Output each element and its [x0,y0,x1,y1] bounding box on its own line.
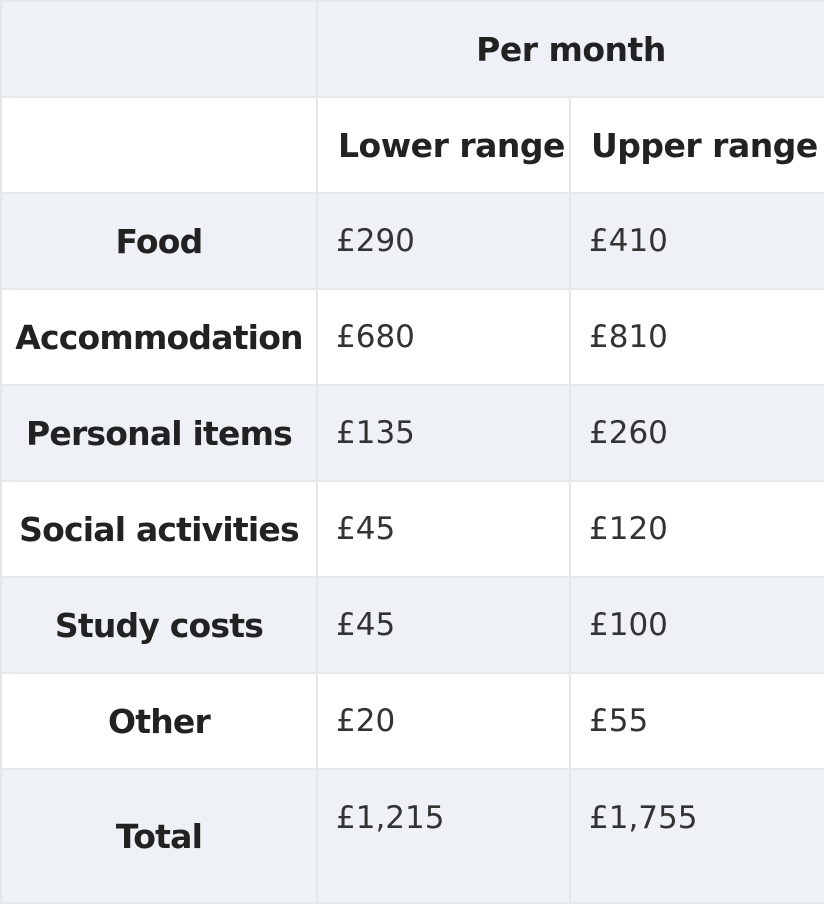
upper-range-value: £55 [569,672,824,770]
total-row: Total £1,215 £1,755 [0,768,824,904]
lower-range-value: £45 [316,576,571,674]
upper-range-value: £810 [569,288,824,386]
lower-range-value: £135 [316,384,571,482]
row-label: Social activities [0,480,318,578]
lower-range-value: £45 [316,480,571,578]
table-row: Food £290 £410 [0,192,824,290]
table-row: Social activities £45 £120 [0,480,824,578]
table-row: Study costs £45 £100 [0,576,824,674]
upper-range-header: Upper range [569,96,824,194]
total-label: Total [0,768,318,904]
upper-range-value: £410 [569,192,824,290]
group-header-row: Per month [0,0,824,98]
lower-range-value: £290 [316,192,571,290]
row-label: Study costs [0,576,318,674]
row-label: Other [0,672,318,770]
lower-range-header: Lower range [316,96,571,194]
lower-range-value: £20 [316,672,571,770]
table-row: Accommodation £680 £810 [0,288,824,386]
row-label: Personal items [0,384,318,482]
table-row: Personal items £135 £260 [0,384,824,482]
upper-range-value: £260 [569,384,824,482]
row-label: Food [0,192,318,290]
table-row: Other £20 £55 [0,672,824,770]
empty-label-header-cell [0,96,318,194]
column-header-row: Lower range Upper range [0,96,824,194]
total-lower-value: £1,215 [316,768,571,904]
upper-range-value: £120 [569,480,824,578]
lower-range-value: £680 [316,288,571,386]
per-month-header: Per month [316,0,824,98]
empty-corner-cell [0,0,318,98]
row-label: Accommodation [0,288,318,386]
total-upper-value: £1,755 [569,768,824,904]
upper-range-value: £100 [569,576,824,674]
